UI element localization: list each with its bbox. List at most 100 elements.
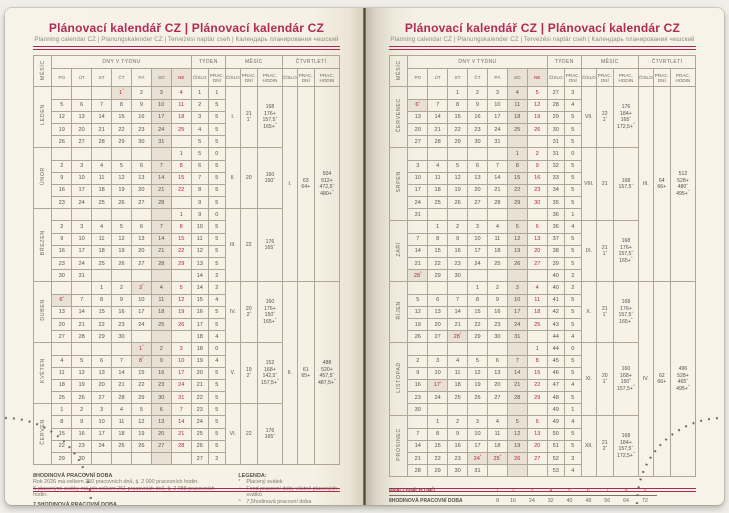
day-cell [427, 281, 449, 295]
day-cell: 29 [526, 391, 548, 405]
day-cell [447, 403, 469, 417]
conversion-value: 64 [623, 497, 630, 504]
day-cell: 29 [447, 135, 469, 149]
day-cell: 20 [130, 183, 152, 198]
bottom-rule [389, 487, 696, 492]
month-workhours: 160 150^ [256, 147, 283, 210]
week-workdays-header: PRAC. DNÍ [207, 68, 226, 88]
day-cell: 7 [91, 98, 113, 112]
day-cell: 8 [51, 415, 73, 429]
day-cell: 20 [91, 378, 113, 393]
week-number: 13 [190, 257, 209, 271]
col-group-quarter: ČTVRTLETÍ [637, 55, 697, 70]
day-cell: 21 [91, 122, 113, 137]
week-number: 7 [190, 171, 209, 185]
day-cell: 27 [526, 452, 548, 466]
day-cell: 25 [506, 122, 528, 137]
week-number: 41 [546, 293, 565, 307]
day-cell: 9 [467, 98, 488, 112]
conversion-value: 32 [547, 497, 554, 504]
day-cell: 5 [51, 98, 73, 112]
day-cell: 8* [130, 354, 152, 368]
day-cell: 23 [51, 196, 73, 210]
day-cell: 18 [506, 110, 528, 124]
day-cell: 29 [506, 196, 528, 210]
day-cell: 12 [130, 415, 152, 429]
day-cell [486, 464, 508, 478]
month-name: PROSINEC [388, 415, 409, 478]
day-cell: 16 [486, 305, 508, 319]
day-cell: 23 [447, 257, 469, 271]
month-number: III. [224, 208, 241, 283]
day-cell: 19 [130, 427, 152, 441]
day-cell: 20 [130, 244, 152, 259]
week-number: 5 [190, 147, 209, 161]
month-number: I. [224, 86, 241, 149]
day-cell: 28 [506, 391, 528, 405]
day-header-po: PO [51, 68, 73, 88]
week-workdays: 0 [207, 208, 226, 222]
day-cell: 28 [407, 464, 429, 478]
day-cell: 24 [91, 439, 113, 454]
week-number: 24 [190, 415, 209, 429]
day-cell: 15 [130, 366, 152, 380]
week-number: 22 [190, 391, 209, 405]
day-header-pá: PÁ [130, 68, 152, 88]
day-cell: 8 [427, 427, 449, 441]
day-cell: 26 [506, 257, 528, 271]
day-cell: 13 [526, 232, 548, 246]
week-number: 40 [546, 269, 565, 283]
day-cell [407, 281, 429, 295]
week-number: 30 [546, 122, 565, 137]
day-cell: 21 [447, 317, 469, 332]
week-workdays: 5 [207, 317, 226, 332]
day-header-ne: NE [170, 68, 192, 88]
day-cell: 31 [467, 464, 488, 478]
day-cell: 1* [130, 342, 152, 356]
day-cell: 15 [51, 427, 73, 441]
legend-text: Placený svátek [246, 479, 283, 486]
month-workhours: 152 168+ 142,5^ 157,5+^ [256, 342, 283, 405]
day-cell: 30 [447, 464, 469, 478]
day-cell: 23 [447, 452, 469, 466]
day-cell: 22 [111, 122, 132, 137]
day-header-čt: ČT [111, 68, 132, 88]
week-number: 3 [190, 110, 209, 124]
day-cell: 29 [51, 452, 73, 466]
conversion-row-label: 8HODINOVÁ PRACOVNÍ DOBA [389, 497, 463, 504]
month-number: VII. [580, 86, 597, 149]
day-cell: 9 [150, 354, 172, 368]
week-workdays: 2 [207, 281, 226, 295]
day-cell [111, 269, 132, 283]
day-cell: 12 [111, 232, 132, 246]
day-cell [427, 403, 449, 417]
conversion-value: 48 [585, 497, 592, 504]
week-workdays: 5 [563, 257, 582, 271]
day-cell: 6* [407, 98, 429, 112]
week-workdays: 5 [563, 439, 582, 454]
legend-item: * Placený svátek [238, 479, 340, 486]
day-cell: 4 [150, 281, 172, 295]
week-number: 9 [190, 208, 209, 222]
day-cell: 19 [467, 378, 488, 393]
day-cell [170, 269, 192, 283]
day-header-so: SO [506, 68, 528, 88]
month-name: DUBEN [32, 281, 53, 344]
day-cell: 8 [427, 232, 449, 246]
day-cell: 2 [447, 220, 469, 234]
week-workdays: 4 [563, 98, 582, 112]
day-cell: 4 [91, 159, 113, 173]
day-cell [467, 208, 488, 222]
quarter-number: IV. [637, 281, 654, 478]
week-number: 50 [546, 427, 565, 441]
day-cell: 5 [506, 220, 528, 234]
day-cell: 25 [111, 439, 132, 454]
day-cell: 13 [130, 171, 152, 185]
week-workdays: 5 [563, 391, 582, 405]
day-cell: 26 [506, 452, 528, 466]
week-workdays: 5 [207, 427, 226, 441]
day-cell: 13 [467, 171, 488, 185]
week-number: 14 [190, 269, 209, 283]
week-number: 15 [190, 293, 209, 307]
day-cell [51, 147, 73, 161]
